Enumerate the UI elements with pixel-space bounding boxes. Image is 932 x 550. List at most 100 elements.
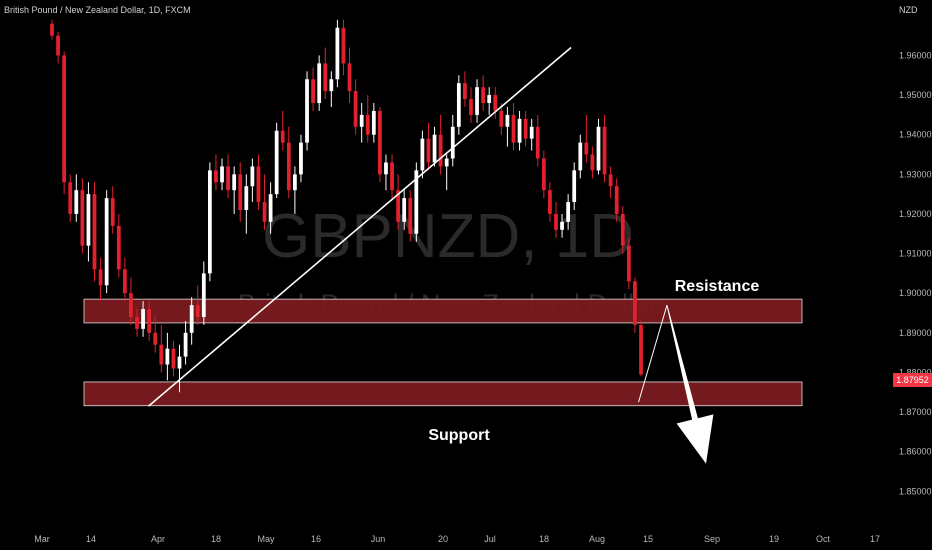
candle-body bbox=[560, 221, 564, 230]
candle-body bbox=[159, 344, 164, 365]
candle-body bbox=[171, 348, 176, 369]
candle-body bbox=[98, 269, 103, 286]
y-tick-label: 1.88000 bbox=[899, 367, 932, 377]
candle bbox=[135, 309, 139, 337]
candle bbox=[56, 31, 60, 64]
candle bbox=[244, 174, 249, 234]
candle bbox=[183, 320, 188, 365]
candle-body bbox=[548, 190, 552, 214]
candle-body bbox=[274, 130, 279, 195]
candle bbox=[639, 320, 643, 377]
x-tick-label: Sep bbox=[704, 534, 720, 544]
candle bbox=[256, 154, 261, 210]
candle-body bbox=[511, 114, 516, 143]
symbol-header: British Pound / New Zealand Dollar, 1D, … bbox=[4, 5, 191, 15]
candle-body bbox=[286, 142, 291, 191]
y-tick-label: 1.85000 bbox=[899, 486, 932, 496]
candle-body bbox=[299, 142, 303, 175]
candle-body bbox=[523, 118, 528, 139]
candle-body bbox=[92, 194, 97, 270]
candle bbox=[238, 162, 243, 222]
candle bbox=[420, 130, 425, 179]
candle-body bbox=[305, 79, 309, 143]
candle-body bbox=[141, 309, 145, 329]
candle-body bbox=[420, 138, 425, 171]
candle-body bbox=[110, 198, 115, 226]
candle-body bbox=[86, 194, 91, 246]
candle-body bbox=[481, 87, 486, 104]
candle bbox=[590, 146, 595, 179]
x-tick-label: Jul bbox=[484, 534, 496, 544]
candle-body bbox=[402, 198, 407, 222]
candle bbox=[560, 213, 564, 238]
candle bbox=[293, 166, 297, 214]
candle-body bbox=[396, 190, 400, 222]
candle-body bbox=[444, 158, 449, 167]
candle-body bbox=[450, 126, 455, 159]
candle-body bbox=[390, 162, 394, 191]
candle bbox=[541, 150, 546, 199]
support-label: Support bbox=[428, 427, 490, 444]
candle bbox=[365, 95, 370, 143]
candle bbox=[262, 174, 267, 230]
candle-body bbox=[408, 198, 413, 234]
candle-body bbox=[323, 63, 328, 92]
candle bbox=[626, 237, 631, 290]
candle bbox=[505, 106, 510, 147]
candle bbox=[378, 106, 382, 183]
candle bbox=[226, 154, 230, 199]
candle-body bbox=[329, 79, 334, 92]
candle-body bbox=[469, 99, 473, 115]
candle bbox=[444, 154, 449, 191]
candle bbox=[584, 114, 589, 163]
candle bbox=[633, 277, 637, 333]
x-tick-label: 16 bbox=[311, 534, 321, 544]
candle-body bbox=[505, 114, 510, 127]
candle bbox=[50, 19, 54, 40]
last-price-tag: 1.87952 bbox=[893, 373, 932, 387]
candle bbox=[353, 79, 358, 135]
candle bbox=[104, 190, 109, 294]
y-tick-label: 1.92000 bbox=[899, 209, 932, 219]
candle bbox=[499, 103, 504, 135]
candle bbox=[98, 257, 103, 302]
candle-body bbox=[220, 166, 224, 183]
candle bbox=[359, 103, 364, 143]
y-tick-label: 1.89000 bbox=[899, 328, 932, 338]
x-tick-label: Aug bbox=[589, 534, 605, 544]
y-tick-label: 1.95000 bbox=[899, 90, 932, 100]
candle-body bbox=[129, 293, 133, 317]
candle bbox=[195, 285, 200, 325]
watermark-ticker: GBPNZD, 1D bbox=[262, 202, 634, 271]
projection-up-leg bbox=[638, 304, 668, 403]
candle-body bbox=[280, 130, 285, 143]
candle bbox=[426, 122, 431, 171]
candle-body bbox=[590, 154, 595, 171]
candle bbox=[159, 324, 164, 373]
candle-body bbox=[244, 186, 249, 210]
candle-body bbox=[153, 332, 158, 345]
candle bbox=[481, 75, 486, 111]
currency-label: NZD bbox=[899, 5, 918, 15]
candle-body bbox=[195, 305, 200, 317]
candle bbox=[274, 122, 279, 199]
candle-body bbox=[268, 194, 273, 222]
y-tick-label: 1.93000 bbox=[899, 169, 932, 179]
candle bbox=[463, 71, 467, 107]
candle-body bbox=[432, 134, 437, 163]
candle bbox=[548, 182, 552, 222]
candle-body bbox=[584, 142, 589, 155]
candle bbox=[396, 174, 400, 230]
candle bbox=[335, 19, 340, 88]
candle-body bbox=[596, 126, 601, 171]
candle bbox=[469, 87, 473, 123]
candle bbox=[566, 194, 571, 230]
candle bbox=[596, 118, 601, 175]
candle-body bbox=[341, 27, 346, 64]
candle bbox=[450, 114, 455, 167]
candle-body bbox=[365, 114, 370, 135]
candle-body bbox=[250, 166, 255, 187]
candle bbox=[207, 162, 212, 282]
candle-body bbox=[378, 110, 382, 175]
